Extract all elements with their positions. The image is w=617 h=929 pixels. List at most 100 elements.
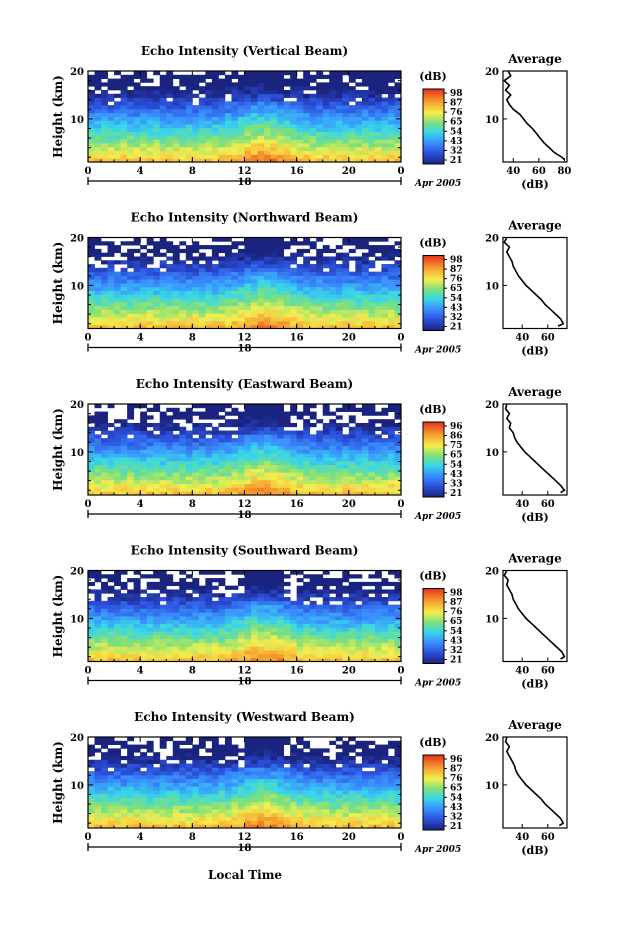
heatmap-cell [264, 608, 271, 613]
heatmap-cell [251, 657, 258, 662]
heatmap-cell [127, 627, 135, 632]
heatmap-cell [218, 286, 226, 291]
heatmap-cell [179, 793, 187, 799]
heatmap-cell [211, 460, 219, 466]
heatmap-cell [185, 305, 193, 310]
heatmap-cell [374, 248, 382, 254]
x-tick-label: 20 [342, 499, 356, 510]
heatmap-cell [94, 782, 102, 787]
heatmap-cell [329, 653, 337, 659]
heatmap-cell [159, 237, 167, 242]
heatmap-cell [114, 820, 121, 825]
heatmap-cell [231, 146, 239, 152]
heatmap-cell [316, 320, 324, 326]
heatmap-cell [251, 248, 258, 254]
heatmap-cell [146, 298, 154, 303]
heatmap-cell [270, 441, 278, 447]
heatmap-cell [166, 771, 174, 776]
heatmap-cell [127, 131, 135, 136]
heatmap-cell [107, 252, 115, 257]
heatmap-cell [348, 600, 356, 606]
heatmap-cell [224, 120, 232, 125]
heatmap-cell [387, 589, 395, 594]
heatmap-cell [114, 301, 121, 307]
heatmap-cell [94, 570, 102, 575]
heatmap-cell [224, 150, 232, 155]
heatmap-cell [290, 135, 298, 140]
heatmap-cell [244, 419, 252, 424]
heatmap-cell [322, 453, 330, 458]
heatmap-cell [107, 774, 115, 780]
heatmap-cell [107, 290, 115, 295]
heatmap-cell [231, 616, 239, 621]
heatmap-cell [120, 241, 128, 246]
heatmap-cell [159, 271, 167, 276]
heatmap-cell [198, 294, 206, 299]
heatmap-cell [355, 154, 363, 159]
heatmap-cell [224, 86, 232, 91]
heatmap-cell [146, 434, 154, 439]
heatmap-cell [88, 143, 95, 148]
heatmap-cell [205, 101, 213, 106]
heatmap-cell [316, 305, 324, 310]
heatmap-cell [107, 793, 115, 799]
heatmap-cell [153, 313, 161, 318]
heatmap-cell [172, 755, 180, 761]
heatmap-cell [205, 578, 213, 583]
heatmap-cell [355, 112, 363, 117]
heatmap-cell [381, 256, 389, 261]
heatmap-cell [381, 479, 389, 485]
heatmap-cell [348, 627, 356, 632]
heatmap-cell [192, 411, 200, 416]
heatmap-cell [114, 86, 121, 91]
heatmap-cell [277, 653, 285, 659]
heatmap-cell [270, 309, 278, 314]
heatmap-cell [342, 86, 350, 91]
heatmap-cell [166, 267, 174, 273]
heatmap-cell [237, 434, 245, 439]
heatmap-cell [387, 597, 395, 602]
heatmap-cell [153, 93, 161, 98]
heatmap-cell [309, 404, 317, 409]
heatmap-cell [257, 426, 265, 431]
heatmap-cell [322, 146, 330, 152]
heatmap-cell [127, 748, 135, 753]
heatmap-cell [224, 623, 232, 628]
heatmap-cell [374, 320, 382, 326]
heatmap-cell [264, 271, 271, 276]
heatmap-cell [179, 487, 187, 492]
heatmap-cell [387, 120, 395, 125]
heatmap-cell [94, 653, 102, 659]
heatmap-cell [192, 752, 200, 757]
heatmap-cell [296, 608, 304, 613]
heatmap-cell [374, 245, 382, 250]
heatmap-cell [127, 820, 135, 825]
heatmap-cell [146, 616, 154, 621]
heatmap-cell [88, 472, 95, 477]
heatmap-cell [361, 317, 369, 322]
heatmap-cell [231, 271, 239, 276]
heatmap-cell [322, 317, 330, 322]
heatmap-cell [237, 108, 245, 114]
heatmap-cell [329, 638, 337, 643]
heatmap-cell [133, 89, 141, 95]
heatmap-cell [94, 275, 102, 280]
heatmap-cell [394, 646, 402, 651]
heatmap-cell [140, 320, 148, 326]
heatmap-cell [264, 593, 271, 598]
heatmap-cell [192, 324, 200, 329]
heatmap-cell [251, 464, 258, 469]
heatmap-cell [231, 608, 239, 613]
heatmap-cell [127, 786, 135, 791]
heatmap-cell [140, 97, 148, 102]
heatmap-cell [159, 422, 167, 428]
heatmap-cell [322, 135, 330, 140]
heatmap-cell [114, 570, 121, 575]
average-profile-line [504, 403, 566, 494]
heatmap-cell [283, 116, 291, 121]
heatmap-cell [361, 638, 369, 643]
heatmap-cell [224, 89, 232, 95]
heatmap-cell [101, 154, 108, 159]
heatmap-cell [290, 479, 298, 485]
heatmap-cell [322, 89, 330, 95]
